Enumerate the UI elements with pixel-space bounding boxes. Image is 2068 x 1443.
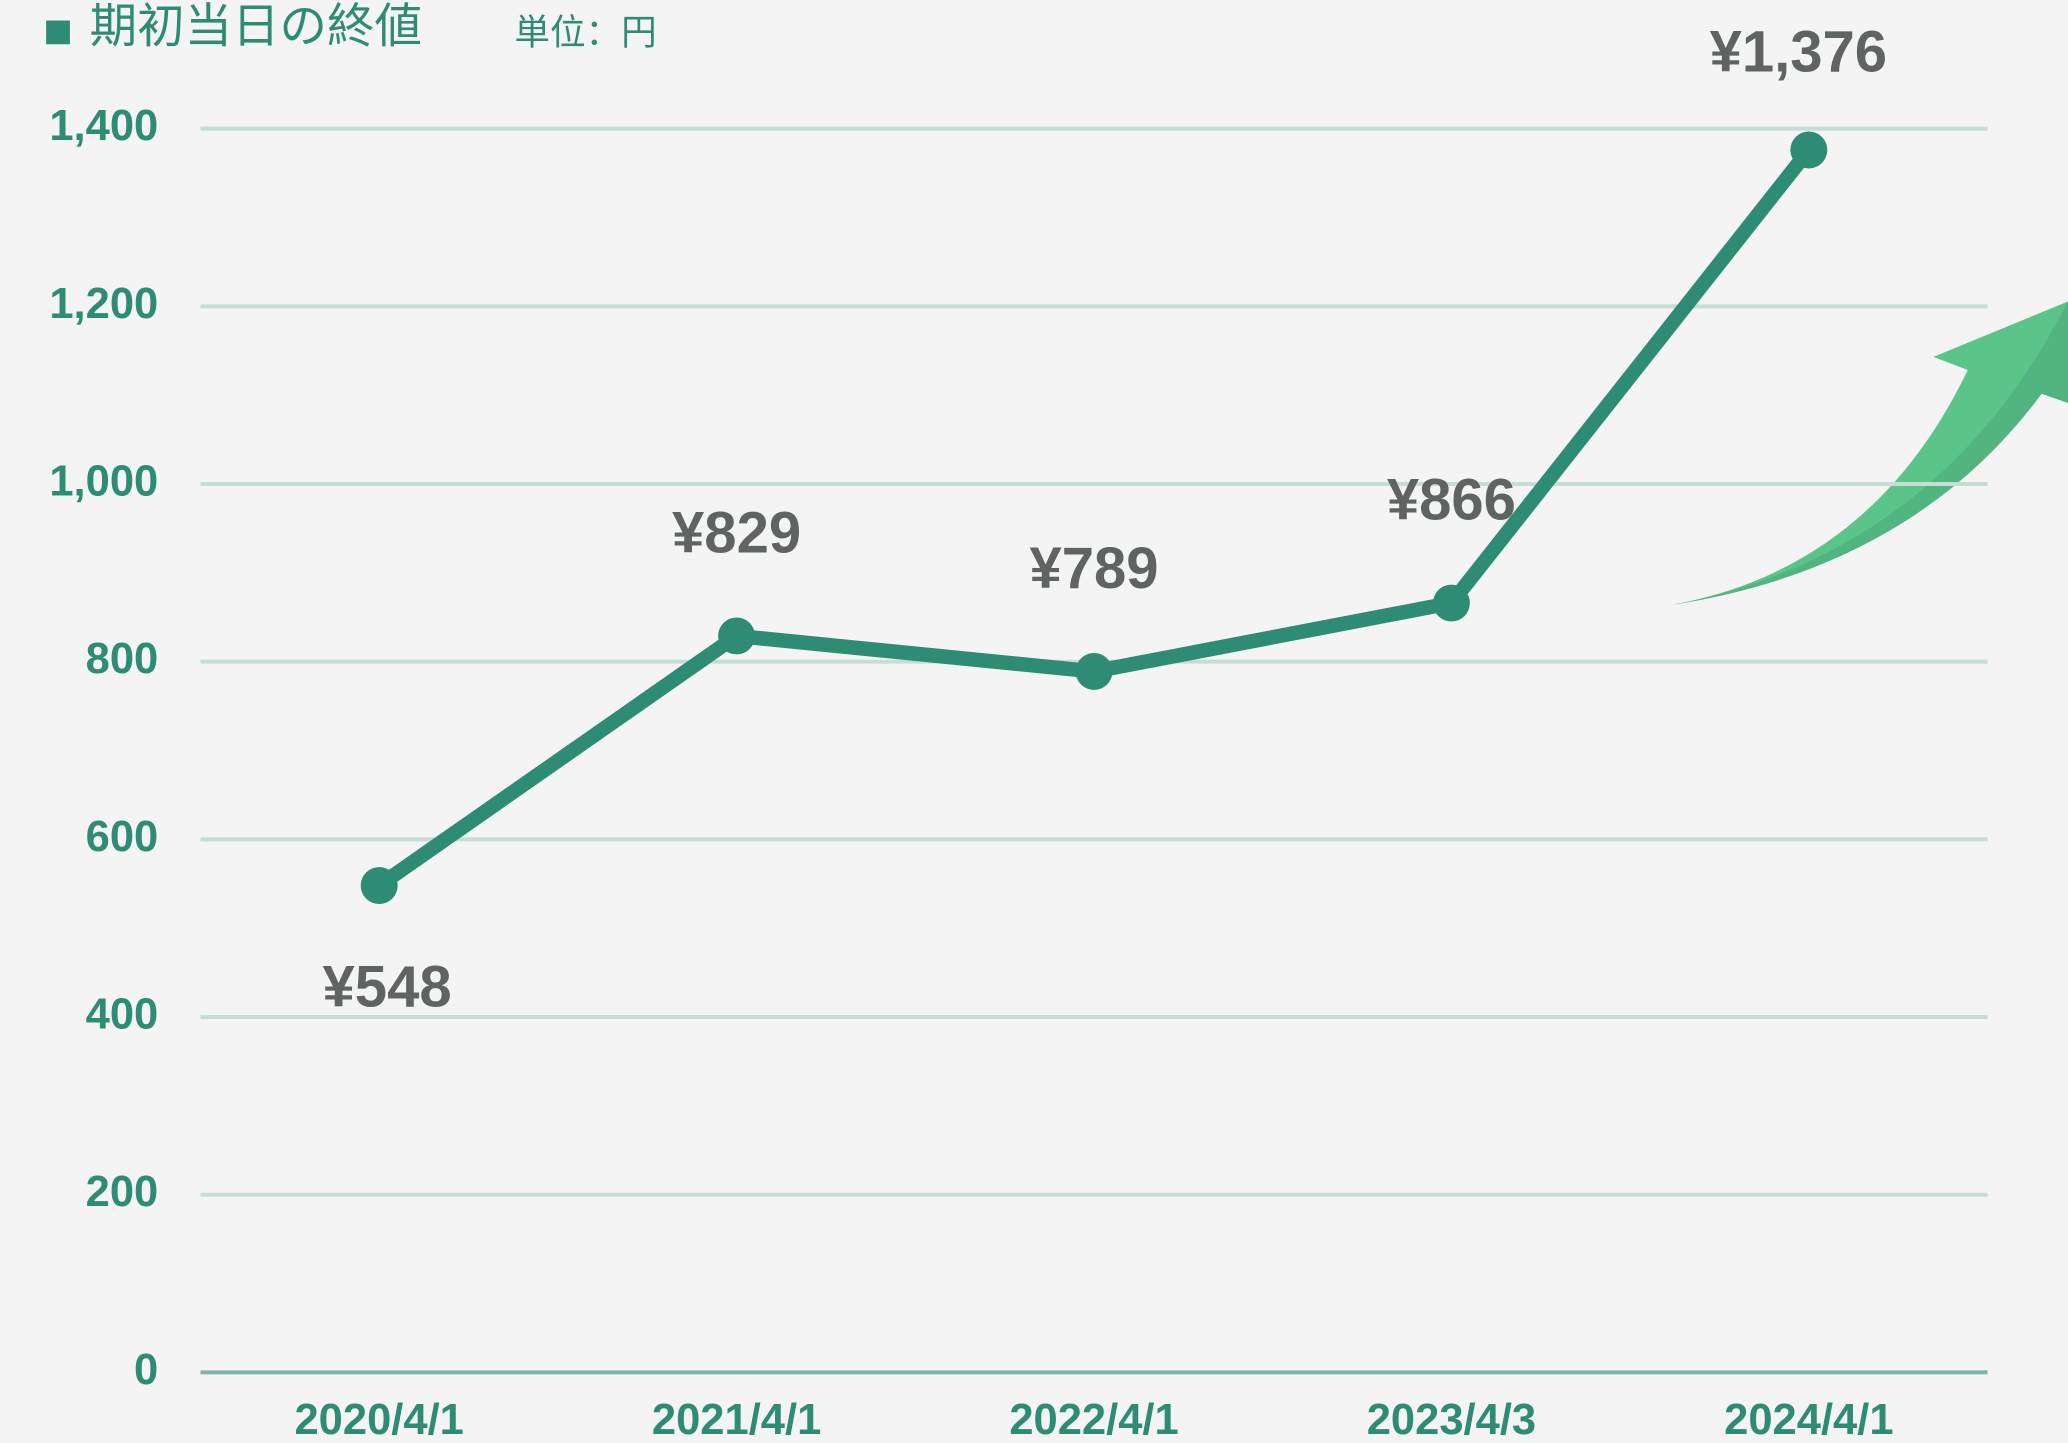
x-tick-label: 2021/4/1	[652, 1396, 821, 1443]
x-tick-label: 2020/4/1	[294, 1396, 463, 1443]
point	[718, 617, 756, 655]
value-label: ¥789	[1029, 536, 1158, 601]
value-label: ¥548	[323, 954, 452, 1019]
trend-arrow-shade	[1672, 301, 2068, 605]
unit-label: 単位：円	[514, 12, 656, 52]
value-label: ¥829	[672, 500, 801, 565]
x-tick-label: 2022/4/1	[1009, 1396, 1178, 1443]
x-tick-label: 2024/4/1	[1724, 1396, 1893, 1443]
y-tick-label: 400	[86, 991, 159, 1039]
y-tick-label: 200	[86, 1168, 159, 1216]
y-tick-label: 800	[86, 635, 159, 683]
highlight-label: ¥1,376	[1710, 19, 1887, 84]
point	[1432, 584, 1470, 622]
legend-swatch	[46, 20, 70, 45]
point	[360, 867, 398, 905]
value-label: ¥866	[1387, 467, 1516, 532]
line	[375, 145, 1815, 892]
trend-arrow	[1672, 301, 2068, 605]
point	[1075, 652, 1113, 690]
y-tick-label: 0	[134, 1346, 158, 1394]
legend-label: 期初当日の終値	[90, 0, 422, 53]
y-tick-label: 600	[86, 813, 159, 861]
y-tick-label: 1,400	[49, 102, 158, 150]
y-tick-label: 1,000	[49, 458, 158, 506]
x-tick-label: 2023/4/3	[1367, 1396, 1536, 1443]
point	[1790, 131, 1828, 169]
y-tick-label: 1,200	[49, 280, 158, 328]
